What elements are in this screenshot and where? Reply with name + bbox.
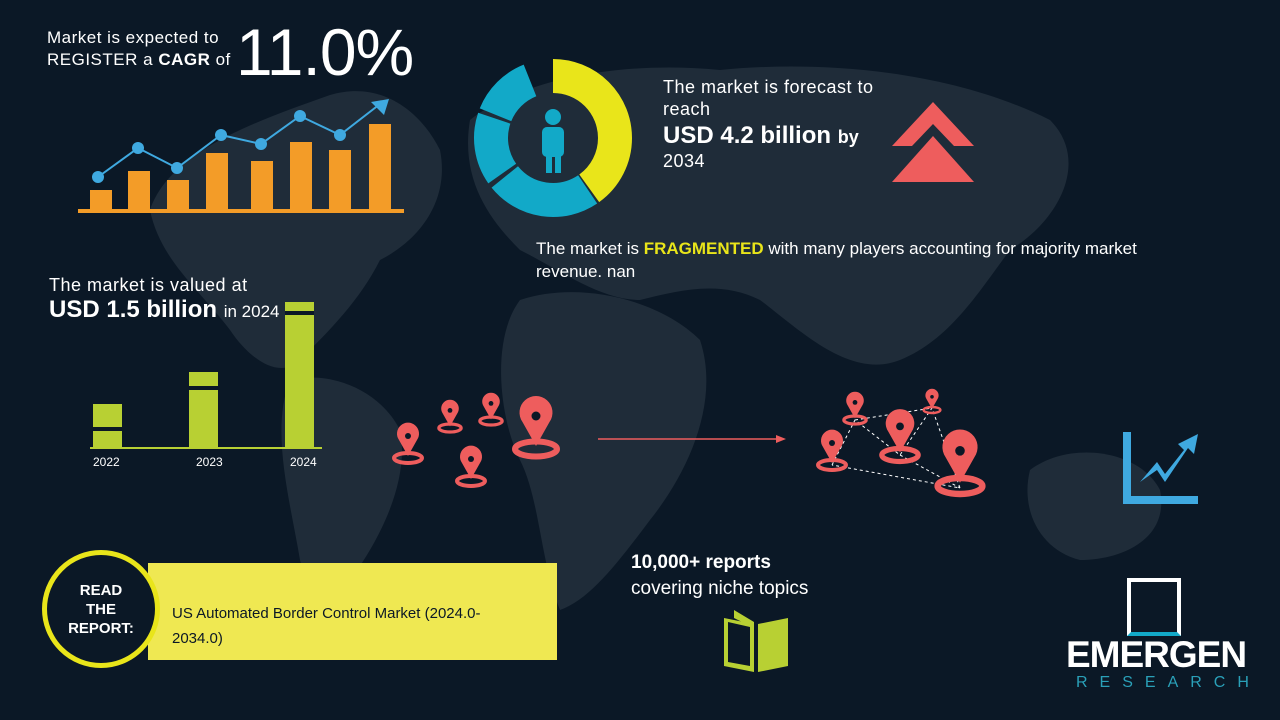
- forecast-year: 2034: [663, 151, 706, 171]
- valued-line1: The market is valued at: [49, 275, 248, 295]
- fragmented-post: with many players accounting for majorit…: [763, 239, 1137, 258]
- bar: [329, 150, 351, 210]
- report-banner[interactable]: US Automated Border Control Market (2024…: [148, 563, 557, 660]
- cagr-line2-post: of: [210, 50, 231, 69]
- fragmented-text: The market is FRAGMENTED with many playe…: [536, 237, 1236, 283]
- forecast-line2: reach: [663, 99, 711, 119]
- map-pin-icon: [816, 387, 982, 494]
- forecast-line1: The market is forecast to: [663, 77, 874, 97]
- tick-label: 2024: [290, 455, 317, 469]
- bar-2023: [189, 372, 218, 448]
- bar: [206, 153, 228, 210]
- read-report-label: READ THE REPORT:: [68, 581, 134, 637]
- logo-name: EMERGEN: [1066, 634, 1247, 675]
- bar: [290, 142, 312, 210]
- bar: [128, 171, 150, 210]
- cagr-bold: CAGR: [158, 50, 211, 69]
- reports-line2: covering niche topics: [631, 578, 809, 599]
- fragmented-line2: revenue. nan: [536, 262, 636, 281]
- baseline: [90, 447, 322, 449]
- valued-value: USD 1.5 billion: [49, 296, 218, 323]
- bar-2024: [285, 302, 314, 448]
- bar: [90, 190, 112, 210]
- cagr-label: Market is expected to REGISTER a CAGR of: [47, 27, 231, 71]
- forecast-block: The market is forecast to reach USD 4.2 …: [663, 76, 874, 172]
- forecast-by: by: [837, 127, 859, 147]
- double-chevron-up-icon: [892, 102, 974, 182]
- fragmented-pre: The market is: [536, 239, 644, 258]
- cagr-value: 11.0%: [236, 15, 414, 89]
- emergen-logo: EMERGEN RESEARCH: [1066, 578, 1261, 692]
- bar: [167, 180, 189, 210]
- read-report-button[interactable]: READ THE REPORT:: [42, 550, 160, 668]
- reports-line1: 10,000+ reports: [631, 552, 771, 573]
- forecast-value: USD 4.2 billion: [663, 122, 832, 149]
- value-bar-chart: [90, 302, 322, 449]
- logo-sub: RESEARCH: [1076, 674, 1261, 691]
- tick-label: 2023: [196, 455, 223, 469]
- growth-chart-icon: [78, 99, 404, 213]
- cagr-line1: Market is expected to: [47, 28, 220, 47]
- report-title-link[interactable]: US Automated Border Control Market (2024…: [172, 605, 481, 647]
- open-book-icon: [724, 610, 788, 672]
- bar: [251, 161, 273, 210]
- cagr-line2-pre: REGISTER a: [47, 50, 159, 69]
- trend-chart-icon: [1123, 432, 1198, 504]
- baseline: [78, 209, 404, 213]
- fragmented-highlight: FRAGMENTED: [643, 239, 764, 258]
- trend-arrowhead: [371, 99, 389, 115]
- bar-2022: [93, 404, 122, 448]
- bar: [369, 124, 391, 210]
- valued-block: The market is valued at USD 1.5 billion …: [49, 274, 279, 324]
- trend-line: [97, 103, 381, 178]
- donut-person-icon: [474, 59, 632, 217]
- tick-label: 2022: [93, 455, 120, 469]
- map-pin-icon: [392, 391, 557, 488]
- logo-square-icon: [1127, 578, 1181, 636]
- valued-year: in 2024: [223, 302, 280, 321]
- reports-count: 10,000+ reports covering niche topics: [631, 550, 808, 602]
- cagr-line2: REGISTER a CAGR of: [47, 49, 231, 71]
